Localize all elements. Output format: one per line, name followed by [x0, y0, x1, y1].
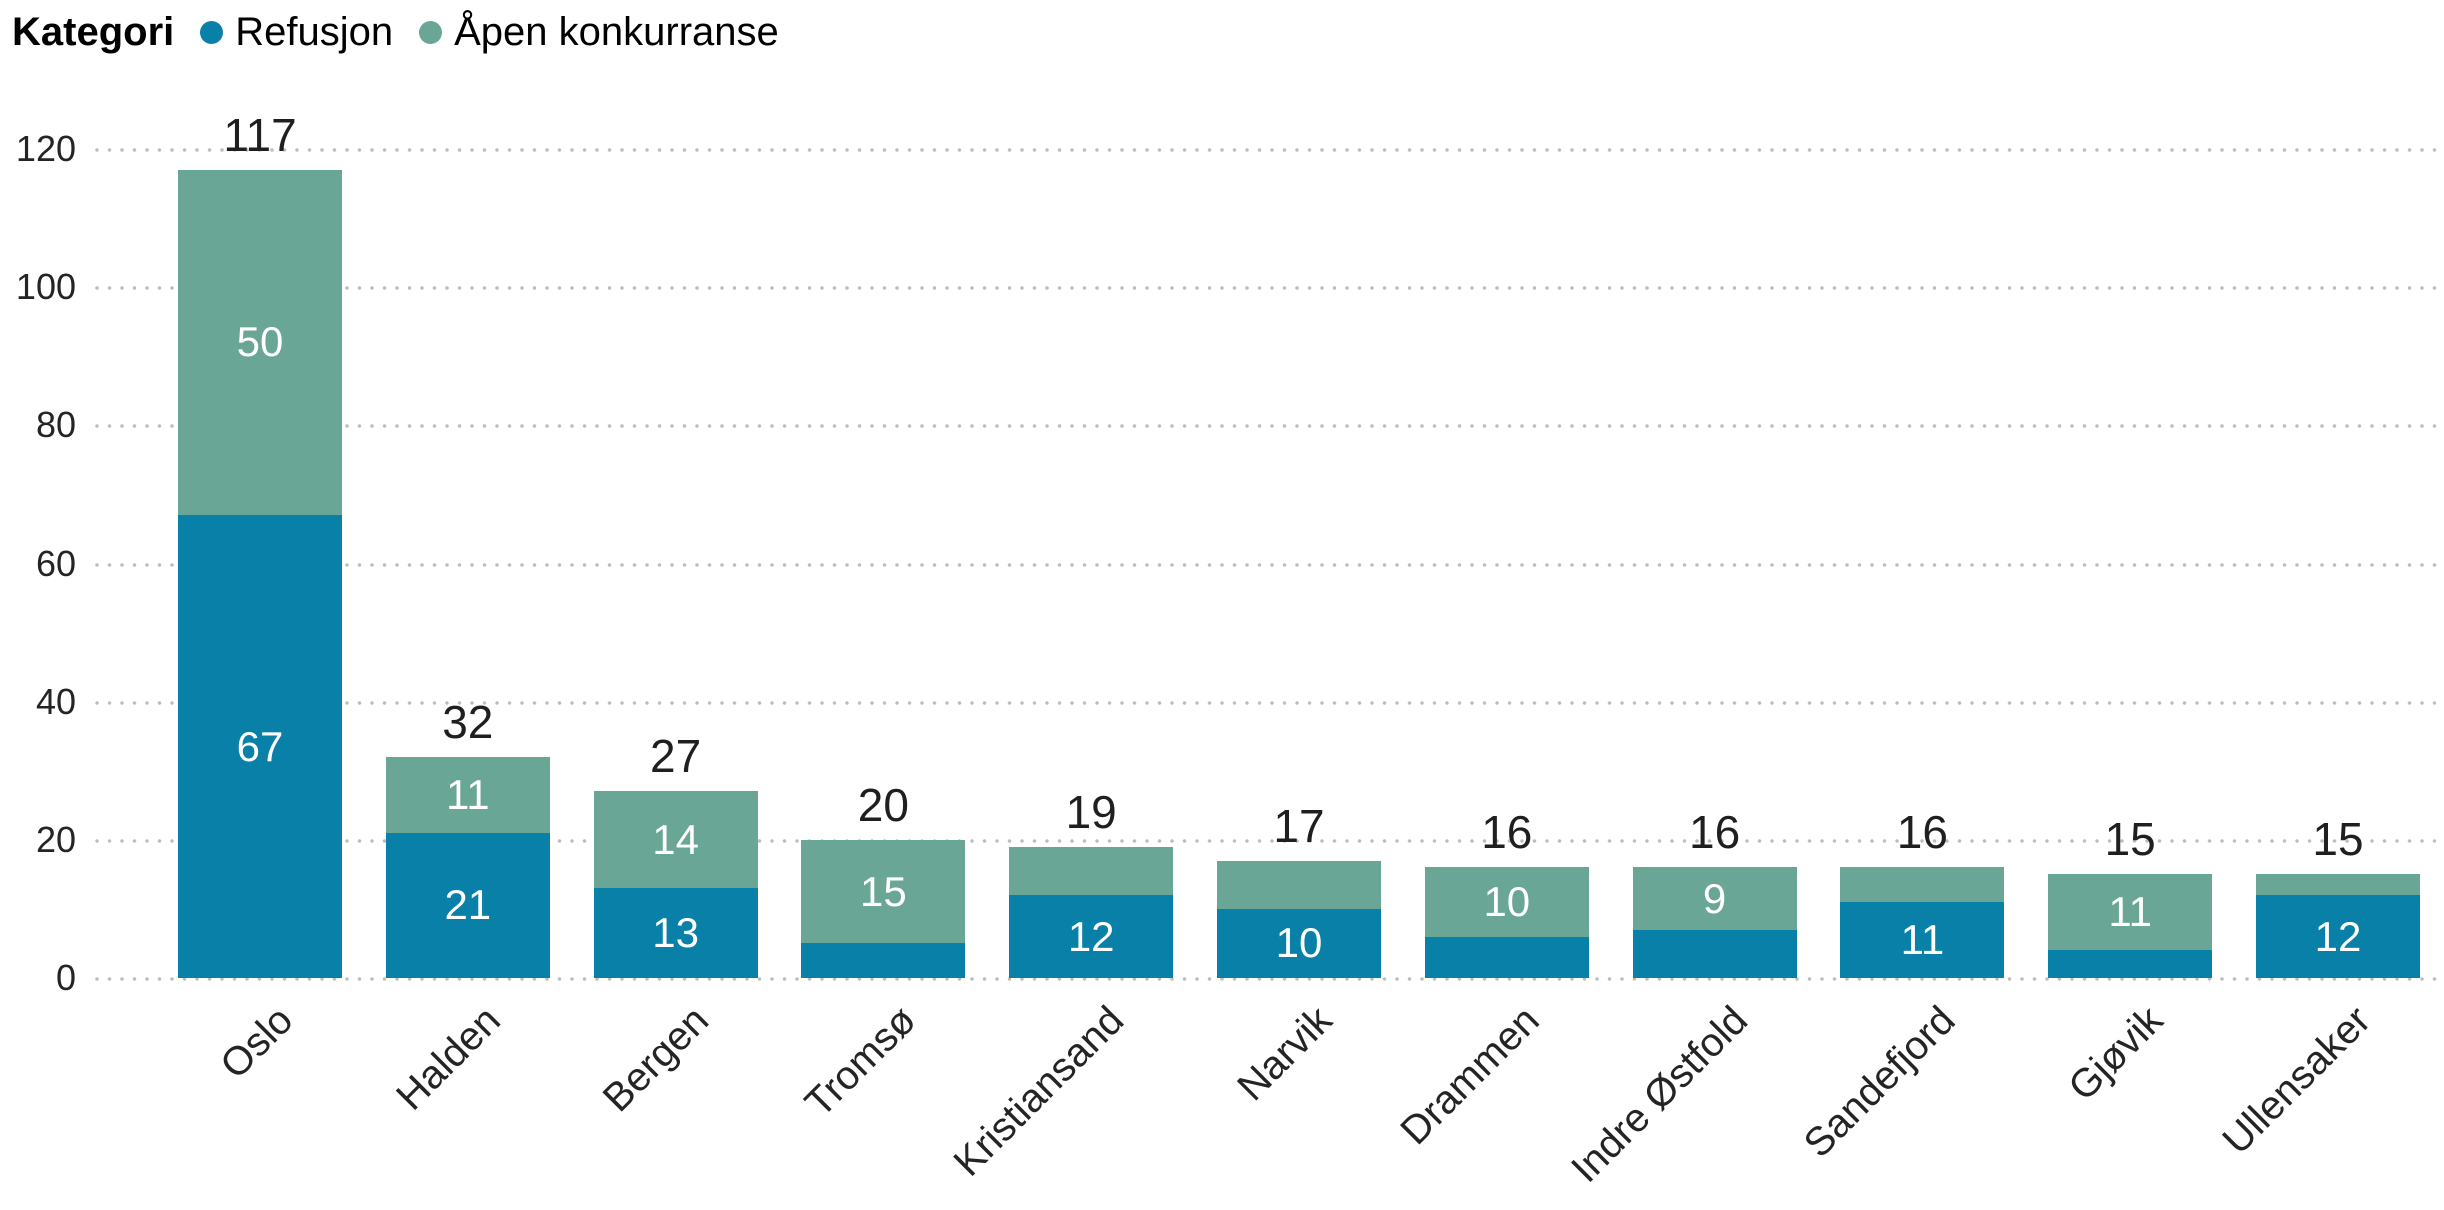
bar-segment-åpen-konkurranse-sandefjord[interactable]: [1840, 867, 2005, 902]
x-axis-category-label: Bergen: [594, 998, 717, 1121]
bar-segment-åpen-konkurranse-ullensaker[interactable]: [2256, 874, 2420, 896]
y-axis-tick-label: 40: [35, 680, 76, 722]
bar-segment-åpen-konkurranse-tromsø[interactable]: 15: [801, 839, 966, 944]
y-axis-tick-label: 120: [15, 128, 76, 169]
legend-item-apen-konkurranse[interactable]: Åpen konkurranse: [419, 10, 779, 55]
x-axis-category-label: Narvik: [1228, 998, 1341, 1110]
bar-value-label: 13: [652, 909, 699, 957]
bar-segment-refusjon-oslo[interactable]: 67: [178, 515, 342, 978]
bar-segment-refusjon-gjøvik[interactable]: [2048, 950, 2213, 978]
apen-konkurranse-color-dot: [419, 21, 443, 44]
bar-total-label: 15: [2104, 813, 2156, 866]
bar-total-label: 17: [1273, 799, 1325, 852]
x-axis-category-label: Gjøvik: [2060, 998, 2172, 1110]
legend-item-label: Åpen konkurranse: [454, 10, 779, 54]
bar-segment-åpen-konkurranse-gjøvik[interactable]: 11: [2048, 874, 2213, 951]
bar-total-label: 27: [650, 730, 702, 783]
bar-segment-åpen-konkurranse-kristiansand[interactable]: [1009, 846, 1174, 896]
bar-segment-åpen-konkurranse-narvik[interactable]: [1217, 860, 1381, 909]
x-axis-category-label: Ullensaker: [2214, 998, 2380, 1163]
bar-total-label: 16: [1896, 806, 1948, 859]
bar-total-label: 32: [442, 695, 494, 748]
bar-segment-åpen-konkurranse-halden[interactable]: 11: [385, 756, 550, 833]
x-axis-category-label: Kristiansand: [945, 998, 1133, 1185]
refusjon-color-dot: [200, 21, 224, 44]
bar-value-label: 21: [444, 881, 492, 929]
bar-value-label: 15: [860, 867, 907, 915]
gridline: [95, 148, 2444, 152]
bar-total-label: 16: [1481, 806, 1533, 859]
bar-segment-refusjon-sandefjord[interactable]: 11: [1840, 902, 2005, 978]
bar-segment-refusjon-ullensaker[interactable]: 12: [2256, 895, 2420, 978]
bar-segment-refusjon-drammen[interactable]: [1424, 936, 1589, 978]
bar-value-label: 12: [2314, 912, 2362, 960]
bar-value-label: 67: [236, 722, 284, 770]
x-axis-category-label: Drammen: [1392, 998, 1548, 1154]
bar-segment-åpen-konkurranse-indre-østfold[interactable]: 9: [1632, 867, 1797, 930]
y-axis-tick-label: 100: [15, 266, 76, 308]
bar-total-label: 117: [223, 108, 297, 161]
bar-total-label: 20: [857, 778, 909, 831]
legend: Kategori Refusjon Åpen konkurranse: [12, 10, 779, 55]
bar-segment-åpen-konkurranse-drammen[interactable]: 10: [1424, 867, 1589, 937]
x-axis-category-label: Oslo: [211, 998, 302, 1088]
gridline: [95, 700, 2444, 705]
bar-segment-åpen-konkurranse-oslo[interactable]: 50: [178, 169, 342, 516]
bar-segment-refusjon-indre-østfold[interactable]: [1632, 929, 1797, 978]
gridline: [95, 424, 2444, 429]
gridline: [95, 977, 2444, 981]
x-axis-category-label: Tromsø: [797, 998, 925, 1126]
bar-value-label: 11: [2108, 888, 2152, 936]
legend-item-label: Refusjon: [235, 10, 394, 54]
y-axis-tick-label: 60: [35, 542, 76, 584]
bar-total-label: 15: [2312, 813, 2364, 866]
legend-item-refusjon[interactable]: Refusjon: [200, 10, 393, 55]
bar-value-label: 11: [1900, 915, 1945, 963]
bar-value-label: 11: [445, 770, 490, 818]
bar-segment-refusjon-bergen[interactable]: 13: [593, 888, 758, 978]
bar-segment-refusjon-tromsø[interactable]: [801, 943, 966, 978]
bar-segment-åpen-konkurranse-bergen[interactable]: 14: [593, 791, 758, 889]
bar-total-label: 19: [1065, 785, 1117, 838]
bar-value-label: 14: [652, 815, 699, 863]
bar-value-label: 50: [236, 318, 284, 366]
bar-value-label: 9: [1702, 874, 1727, 922]
gridline: [95, 562, 2444, 567]
gridline: [95, 286, 2444, 291]
bar-value-label: 10: [1483, 877, 1531, 925]
y-axis-tick-label: 20: [35, 818, 76, 860]
x-axis-category-label: Indre Østfold: [1562, 998, 1756, 1192]
y-axis-tick-label: 80: [35, 404, 76, 446]
gridline: [95, 838, 2444, 843]
bar-segment-refusjon-halden[interactable]: 21: [385, 832, 550, 978]
bar-value-label: 12: [1067, 912, 1115, 960]
y-axis-tick-label: 0: [55, 957, 76, 998]
bar-segment-refusjon-narvik[interactable]: 10: [1217, 908, 1381, 978]
bar-total-label: 16: [1689, 806, 1741, 859]
bar-value-label: 10: [1275, 919, 1323, 967]
x-axis-category-label: Halden: [388, 998, 509, 1119]
x-axis-category-label: Sandefjord: [1795, 998, 1964, 1166]
legend-title: Kategori: [12, 10, 175, 54]
bar-segment-refusjon-kristiansand[interactable]: 12: [1009, 895, 1174, 978]
